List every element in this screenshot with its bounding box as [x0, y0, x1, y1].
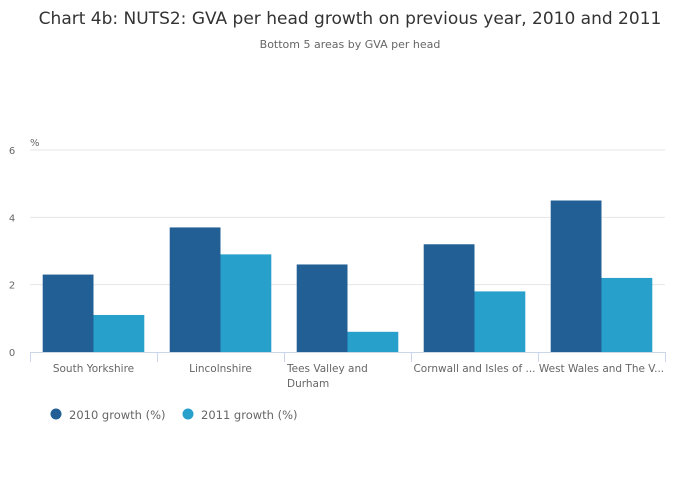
x-tick-label: Cornwall and Isles of ...	[413, 363, 535, 375]
y-tick-label: 0	[9, 348, 15, 359]
bar-2011-4	[601, 277, 653, 352]
y-tick-label: 6	[9, 146, 15, 157]
bar-2011-2	[347, 331, 399, 352]
bar-2011-1	[220, 254, 272, 352]
bar-2011-0	[93, 314, 145, 352]
legend-label: 2010 growth (%)	[69, 408, 166, 422]
x-tick-label-line: West Wales and The V...	[539, 363, 664, 375]
chart-subtitle: Bottom 5 areas by GVA per head	[260, 38, 441, 51]
bar-2010-4	[550, 200, 602, 352]
x-tick-label: West Wales and The V...	[539, 363, 664, 375]
bar-2011-3	[474, 291, 526, 352]
chart-title: Chart 4b: NUTS2: GVA per head growth on …	[39, 9, 662, 29]
x-tick-label: Lincolnshire	[189, 363, 252, 375]
bar-2010-1	[169, 227, 221, 352]
legend-marker-icon	[182, 408, 194, 420]
x-tick-label-line: South Yorkshire	[53, 363, 134, 375]
x-tick-label: South Yorkshire	[53, 363, 134, 375]
bar-2010-2	[296, 264, 348, 352]
bar-2010-3	[423, 244, 475, 352]
y-axis-label: %	[30, 138, 40, 149]
legend-marker-icon	[50, 408, 62, 420]
bar-2010-0	[42, 274, 94, 352]
x-tick-label-line: Lincolnshire	[189, 363, 252, 375]
x-tick-label-line: Tees Valley and	[286, 363, 368, 375]
y-tick-label: 4	[9, 213, 15, 224]
y-tick-label: 2	[9, 281, 15, 292]
x-tick-label-line: Durham	[287, 378, 329, 390]
x-tick-label-line: Cornwall and Isles of ...	[413, 363, 535, 375]
x-tick-label: Tees Valley and Durham	[286, 363, 368, 390]
legend-label: 2011 growth (%)	[201, 408, 298, 422]
legend-item[interactable]: 2011 growth (%)	[182, 408, 298, 422]
legend-item[interactable]: 2010 growth (%)	[50, 408, 166, 422]
